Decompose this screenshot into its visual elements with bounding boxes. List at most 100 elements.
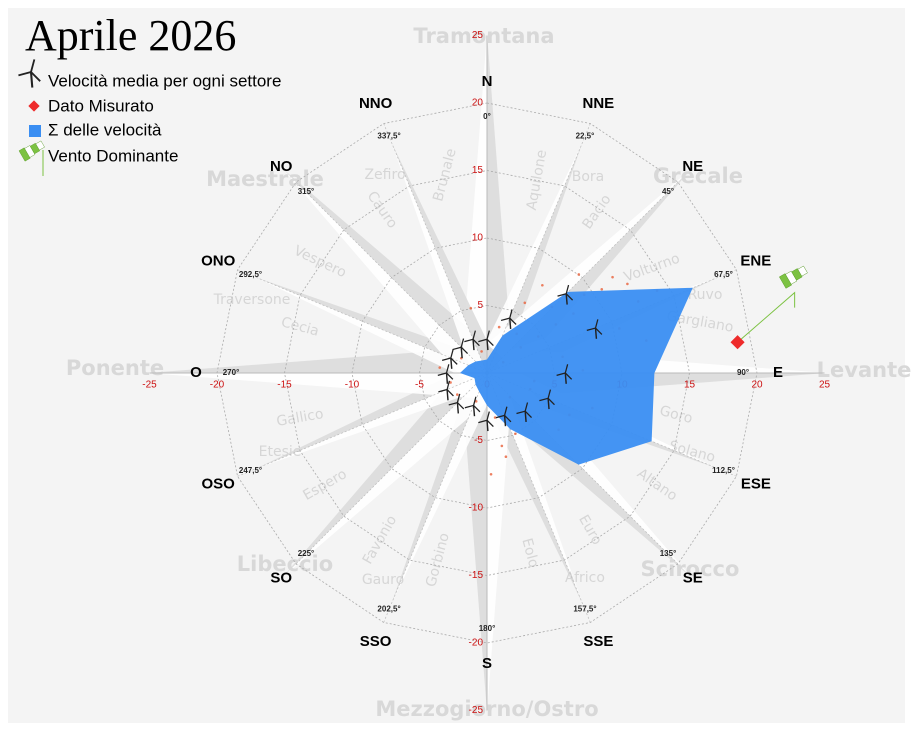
direction-label: 112,5° [712, 466, 735, 475]
turbine-blade [18, 71, 32, 77]
scatter-point [600, 288, 604, 291]
rose-petal-shade [281, 167, 503, 373]
turbine-blade [456, 402, 465, 410]
turbine-blade [478, 338, 488, 343]
turbine-blade [547, 397, 555, 406]
turbine-tower [503, 415, 507, 427]
turbine-blade [564, 364, 569, 374]
direction-label: 270° [223, 368, 240, 377]
legend: Velocità media per ogni settore Dato Misu… [18, 59, 281, 176]
rose-petal [281, 373, 503, 579]
scatter-point [497, 325, 501, 329]
y-tick-label: -10 [469, 503, 484, 514]
turbine-blade [464, 404, 474, 409]
x-tick-label: -25 [142, 380, 157, 391]
turbine-blade [556, 372, 566, 376]
scatter-point [449, 381, 452, 384]
radial-line [486, 123, 591, 374]
sector-name: SSE [583, 633, 613, 650]
chart-title: Aprile 2026 [25, 11, 236, 60]
main-wind-name: Scirocco [641, 557, 740, 581]
rose-petal [391, 373, 500, 604]
turbine-blade [557, 293, 567, 297]
minor-wind-name: Bora [572, 169, 605, 185]
scatter-point [489, 472, 493, 476]
scatter-point [438, 366, 442, 369]
sector-name: NO [270, 158, 293, 175]
x-tick-label: 20 [751, 380, 763, 391]
rose-petal-shade [461, 373, 487, 713]
turbine-blade [486, 338, 494, 347]
turbine-blade [516, 410, 526, 415]
turbine-blade [448, 401, 458, 406]
sector-name: NNE [583, 95, 615, 112]
direction-label: 202,5° [377, 605, 400, 614]
scatter-point [469, 306, 473, 310]
turbine-blade [460, 346, 469, 355]
minor-wind-name: Eolo [518, 537, 541, 570]
direction-label: 247,5° [239, 466, 262, 475]
turbine-blade [450, 349, 454, 359]
turbine [18, 59, 41, 88]
turbine-blade [30, 71, 41, 82]
turbine-blade [500, 317, 510, 322]
turbine [495, 406, 512, 427]
turbine-blade [495, 414, 505, 419]
direction-label: 292,5° [239, 270, 262, 279]
turbine [556, 364, 573, 384]
turbine-tower [472, 405, 476, 417]
radial-line [295, 372, 488, 565]
y-tick-label: 10 [472, 233, 484, 244]
rose-petal [256, 277, 487, 386]
turbine-tower [509, 318, 512, 329]
turbine-blade [450, 357, 458, 365]
windsock-band [35, 140, 45, 151]
sector-name: S [482, 655, 492, 672]
rose-petal-shade [147, 347, 487, 373]
turbine-blade [524, 402, 529, 412]
turbine [500, 309, 517, 329]
rose-petal-shade [487, 33, 513, 373]
turbine-blade [509, 317, 517, 325]
radial-line [383, 123, 488, 374]
turbine-blade [504, 414, 512, 423]
sector-name: SO [270, 570, 292, 587]
windsock [18, 140, 45, 162]
turbine [437, 364, 454, 384]
rose-petal-shade [391, 367, 487, 604]
turbine-tower [445, 372, 449, 384]
main-wind-name: Libeccio [237, 552, 333, 576]
turbine-blade [486, 411, 490, 421]
sector-name: ESE [741, 475, 771, 492]
rose-petal [147, 373, 487, 399]
x-tick-label: -5 [415, 380, 424, 391]
ring [284, 170, 690, 576]
radial-line [237, 269, 488, 374]
main-wind-name: Tramontana [413, 24, 554, 48]
radial-line [295, 181, 488, 374]
scatter-point [456, 393, 459, 396]
direction-label: 135° [660, 549, 677, 558]
x-tick-label: 15 [684, 380, 696, 391]
direction-label: 157,5° [573, 605, 596, 614]
turbine [478, 411, 494, 432]
turbine-blade [486, 419, 494, 428]
x-tick-label: -10 [345, 380, 360, 391]
minor-wind-name: Etesie [259, 444, 302, 460]
measured-point [730, 335, 745, 350]
direction-label: 22,5° [576, 132, 595, 141]
rose-petal-shade [281, 357, 487, 579]
rose-petal [256, 373, 493, 469]
turbine [464, 396, 481, 417]
turbine-blade [446, 389, 454, 397]
turbine [452, 338, 469, 359]
legend-label: Vento Dominante [48, 146, 178, 165]
turbine-tower [460, 347, 463, 359]
turbine-blade [503, 406, 508, 416]
y-tick-label: -25 [469, 705, 484, 716]
minor-wind-name: Traversone [213, 292, 291, 308]
y-tick-label: 20 [472, 98, 484, 109]
scatter-point [480, 350, 483, 353]
turbine-tower [486, 339, 489, 351]
rose-petal [461, 33, 487, 373]
